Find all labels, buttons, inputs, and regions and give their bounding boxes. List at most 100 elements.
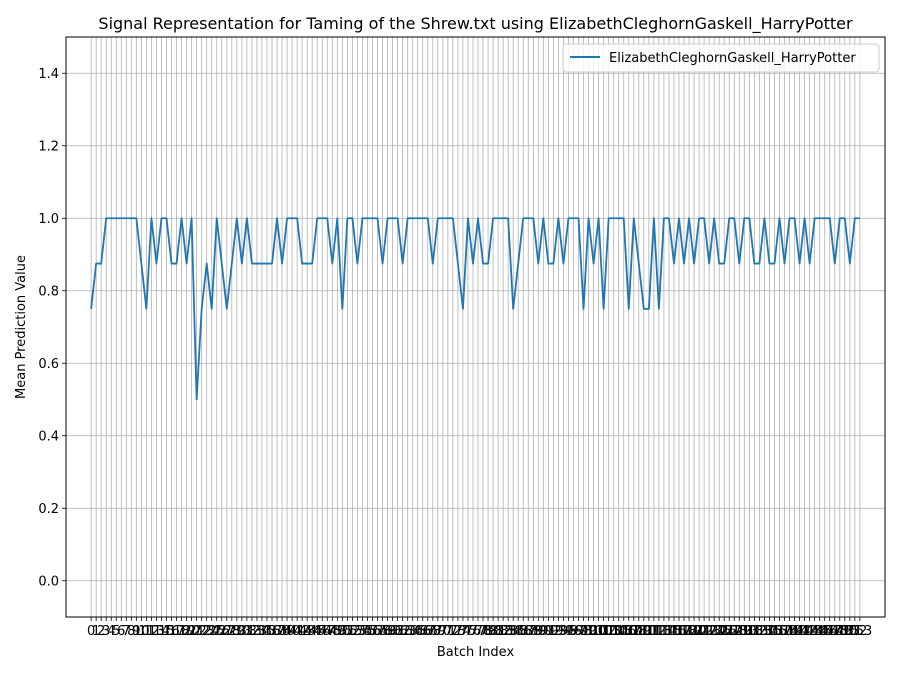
x-tick-label: 41 xyxy=(289,624,306,639)
x-tick-label: 38 xyxy=(274,624,291,639)
y-tick-label: 1.0 xyxy=(38,212,59,227)
x-tick-label: 17 xyxy=(168,624,185,639)
x-tick-label: 146 xyxy=(812,624,837,639)
x-tick-label: 95 xyxy=(560,624,577,639)
x-tick-label: 60 xyxy=(384,624,401,639)
x-tick-label: 93 xyxy=(550,624,567,639)
x-tick-label: 138 xyxy=(772,624,797,639)
x-tick-label: 22 xyxy=(193,624,210,639)
x-tick-label: 14 xyxy=(153,624,170,639)
x-tick-label: 26 xyxy=(213,624,230,639)
x-axis-label: Batch Index xyxy=(437,645,515,660)
x-tick-label: 108 xyxy=(621,624,646,639)
x-tick-label: 77 xyxy=(470,624,487,639)
x-tick-label: 69 xyxy=(430,624,447,639)
x-tick-label: 50 xyxy=(334,624,351,639)
x-tick-label: 136 xyxy=(762,624,787,639)
x-tick-label: 145 xyxy=(807,624,832,639)
x-tick-label: 129 xyxy=(727,624,752,639)
x-tick-label: 8 xyxy=(127,624,135,639)
x-tick-label: 65 xyxy=(409,624,426,639)
x-tick-label: 84 xyxy=(505,624,522,639)
x-axis-ticks: 0123456789101112131415161718192021222324… xyxy=(87,617,872,639)
x-tick-label: 85 xyxy=(510,624,527,639)
x-tick-label: 58 xyxy=(374,624,391,639)
x-tick-label: 39 xyxy=(279,624,296,639)
x-tick-label: 150 xyxy=(832,624,857,639)
x-tick-label: 46 xyxy=(314,624,331,639)
x-tick-label: 110 xyxy=(631,624,656,639)
x-tick-label: 10 xyxy=(133,624,150,639)
x-tick-label: 23 xyxy=(198,624,215,639)
x-tick-label: 24 xyxy=(203,624,220,639)
x-tick-label: 89 xyxy=(530,624,547,639)
x-tick-label: 94 xyxy=(555,624,572,639)
x-tick-label: 80 xyxy=(485,624,502,639)
grid xyxy=(66,37,885,617)
x-tick-label: 123 xyxy=(697,624,722,639)
x-tick-label: 109 xyxy=(626,624,651,639)
x-tick-label: 4 xyxy=(107,624,115,639)
x-tick-label: 40 xyxy=(284,624,301,639)
x-tick-label: 2 xyxy=(97,624,105,639)
x-tick-label: 83 xyxy=(500,624,517,639)
plot-area-frame xyxy=(65,36,886,618)
x-tick-label: 20 xyxy=(183,624,200,639)
x-tick-label: 6 xyxy=(117,624,125,639)
x-tick-label: 79 xyxy=(480,624,497,639)
x-tick-label: 7 xyxy=(122,624,130,639)
x-tick-label: 64 xyxy=(404,624,421,639)
x-tick-label: 121 xyxy=(687,624,712,639)
x-tick-label: 73 xyxy=(450,624,467,639)
x-tick-label: 141 xyxy=(787,624,812,639)
x-tick-label: 102 xyxy=(591,624,616,639)
x-tick-label: 61 xyxy=(389,624,406,639)
x-tick-label: 144 xyxy=(802,624,827,639)
y-tick-label: 1.4 xyxy=(38,67,59,82)
x-tick-label: 151 xyxy=(837,624,862,639)
x-tick-label: 104 xyxy=(601,624,626,639)
x-tick-label: 54 xyxy=(354,624,371,639)
x-tick-label: 16 xyxy=(163,624,180,639)
x-tick-label: 33 xyxy=(249,624,266,639)
x-tick-label: 149 xyxy=(827,624,852,639)
x-tick-label: 44 xyxy=(304,624,321,639)
series-layer xyxy=(90,217,860,401)
x-tick-label: 3 xyxy=(102,624,110,639)
y-axis-label: Mean Prediction Value xyxy=(14,255,29,399)
x-tick-label: 9 xyxy=(132,624,140,639)
x-tick-label: 52 xyxy=(344,624,361,639)
x-tick-label: 119 xyxy=(677,624,702,639)
x-tick-label: 125 xyxy=(707,624,732,639)
y-tick-label: 0.4 xyxy=(38,429,59,444)
x-tick-label: 112 xyxy=(641,624,666,639)
x-tick-label: 13 xyxy=(148,624,165,639)
x-tick-label: 25 xyxy=(208,624,225,639)
x-tick-label: 101 xyxy=(586,624,611,639)
x-tick-label: 97 xyxy=(570,624,587,639)
y-tick-label: 1.2 xyxy=(38,139,59,154)
x-tick-label: 130 xyxy=(732,624,757,639)
x-tick-label: 28 xyxy=(224,624,241,639)
x-tick-label: 32 xyxy=(244,624,261,639)
x-tick-label: 139 xyxy=(777,624,802,639)
x-tick-label: 99 xyxy=(580,624,597,639)
x-tick-label: 15 xyxy=(158,624,175,639)
x-tick-label: 37 xyxy=(269,624,286,639)
y-axis-ticks: 0.0 0.2 0.4 0.6 0.8 1.0 1.2 1.4 xyxy=(38,67,66,589)
x-tick-label: 81 xyxy=(490,624,507,639)
x-tick-label: 48 xyxy=(324,624,341,639)
x-tick-label: 56 xyxy=(364,624,381,639)
x-tick-label: 88 xyxy=(525,624,542,639)
x-tick-label: 152 xyxy=(842,624,867,639)
x-tick-label: 153 xyxy=(847,624,872,639)
x-tick-label: 0 xyxy=(87,624,95,639)
x-tick-label: 18 xyxy=(173,624,190,639)
y-tick-label: 0.0 xyxy=(38,574,59,589)
x-tick-label: 47 xyxy=(319,624,336,639)
x-tick-label: 29 xyxy=(229,624,246,639)
x-tick-label: 87 xyxy=(520,624,537,639)
x-tick-label: 51 xyxy=(339,624,356,639)
